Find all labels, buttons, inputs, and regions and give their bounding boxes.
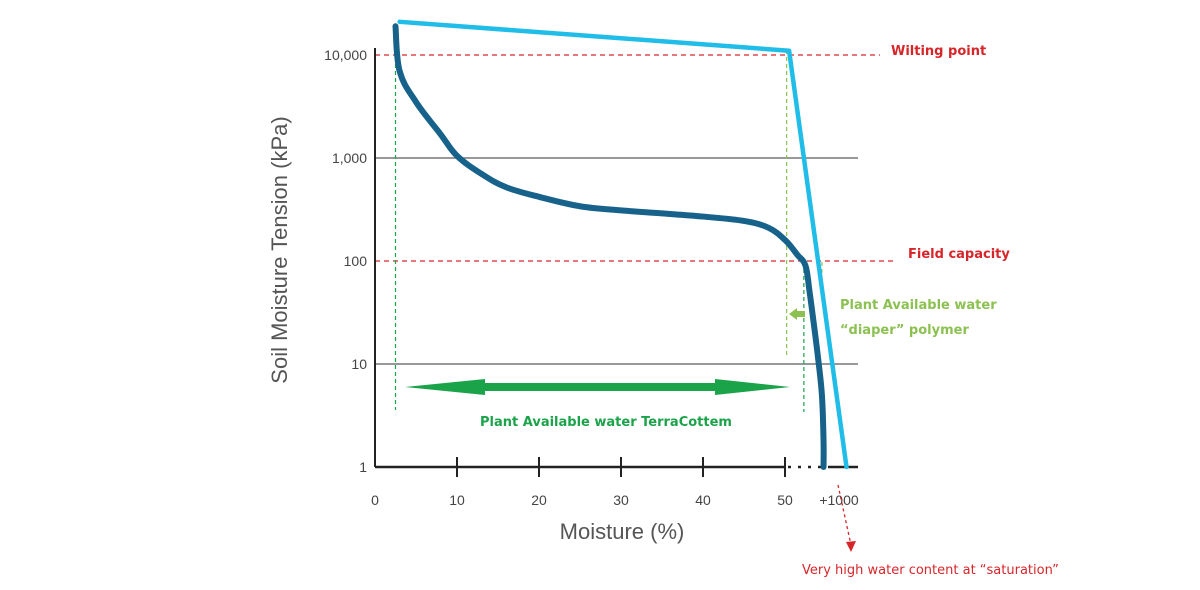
terracottem-arrow-left-head <box>405 379 485 395</box>
x-tick-label-4: 40 <box>695 492 711 508</box>
x-break-tick-label: +1000 <box>819 492 859 508</box>
series-line-polymer <box>397 19 849 470</box>
terracottem-arrow-right-head <box>715 379 790 395</box>
polymer-arrow-shaft <box>796 311 805 317</box>
x-axis-title: Moisture (%) <box>560 519 685 544</box>
series-line-soil <box>392 23 827 470</box>
reference-lines <box>375 54 895 262</box>
saturation-label: Very high water content at “saturation” <box>802 563 1059 578</box>
polymer-label-line2: “diaper” polymer <box>840 323 969 338</box>
y-axis-title: Soil Moisture Tension (kPa) <box>267 116 292 383</box>
x-axis-ticks: 0 10 20 30 40 50 <box>371 457 793 508</box>
polymer-label-line1: Plant Available water <box>840 298 997 313</box>
wilting-point-label: Wilting point <box>891 44 986 59</box>
x-tick-label-5: 50 <box>777 492 793 508</box>
polymer-arrow-head <box>789 308 797 320</box>
x-tick-label-2: 20 <box>531 492 547 508</box>
x-tick-label-1: 10 <box>449 492 465 508</box>
y-tick-label-4: 10,000 <box>324 47 367 63</box>
terracottem-arrow <box>405 379 790 395</box>
y-tick-label-1: 10 <box>351 356 367 372</box>
terracottem-label: Plant Available water TerraCottem <box>480 415 732 430</box>
y-tick-label-2: 100 <box>344 253 368 269</box>
saturation-pointer-head <box>846 541 856 552</box>
saturation-pointer <box>837 484 852 546</box>
guide-lines <box>394 50 823 412</box>
polymer-arrow <box>789 308 805 320</box>
y-tick-label-0: 1 <box>359 459 367 475</box>
x-tick-label-3: 30 <box>613 492 629 508</box>
x-tick-label-0: 0 <box>371 492 379 508</box>
y-tick-label-3: 1,000 <box>332 150 367 166</box>
terracottem-arrow-shaft <box>484 383 716 391</box>
field-capacity-label: Field capacity <box>908 247 1010 262</box>
y-axis-ticks: 1 10 100 1,000 10,000 <box>324 47 367 475</box>
